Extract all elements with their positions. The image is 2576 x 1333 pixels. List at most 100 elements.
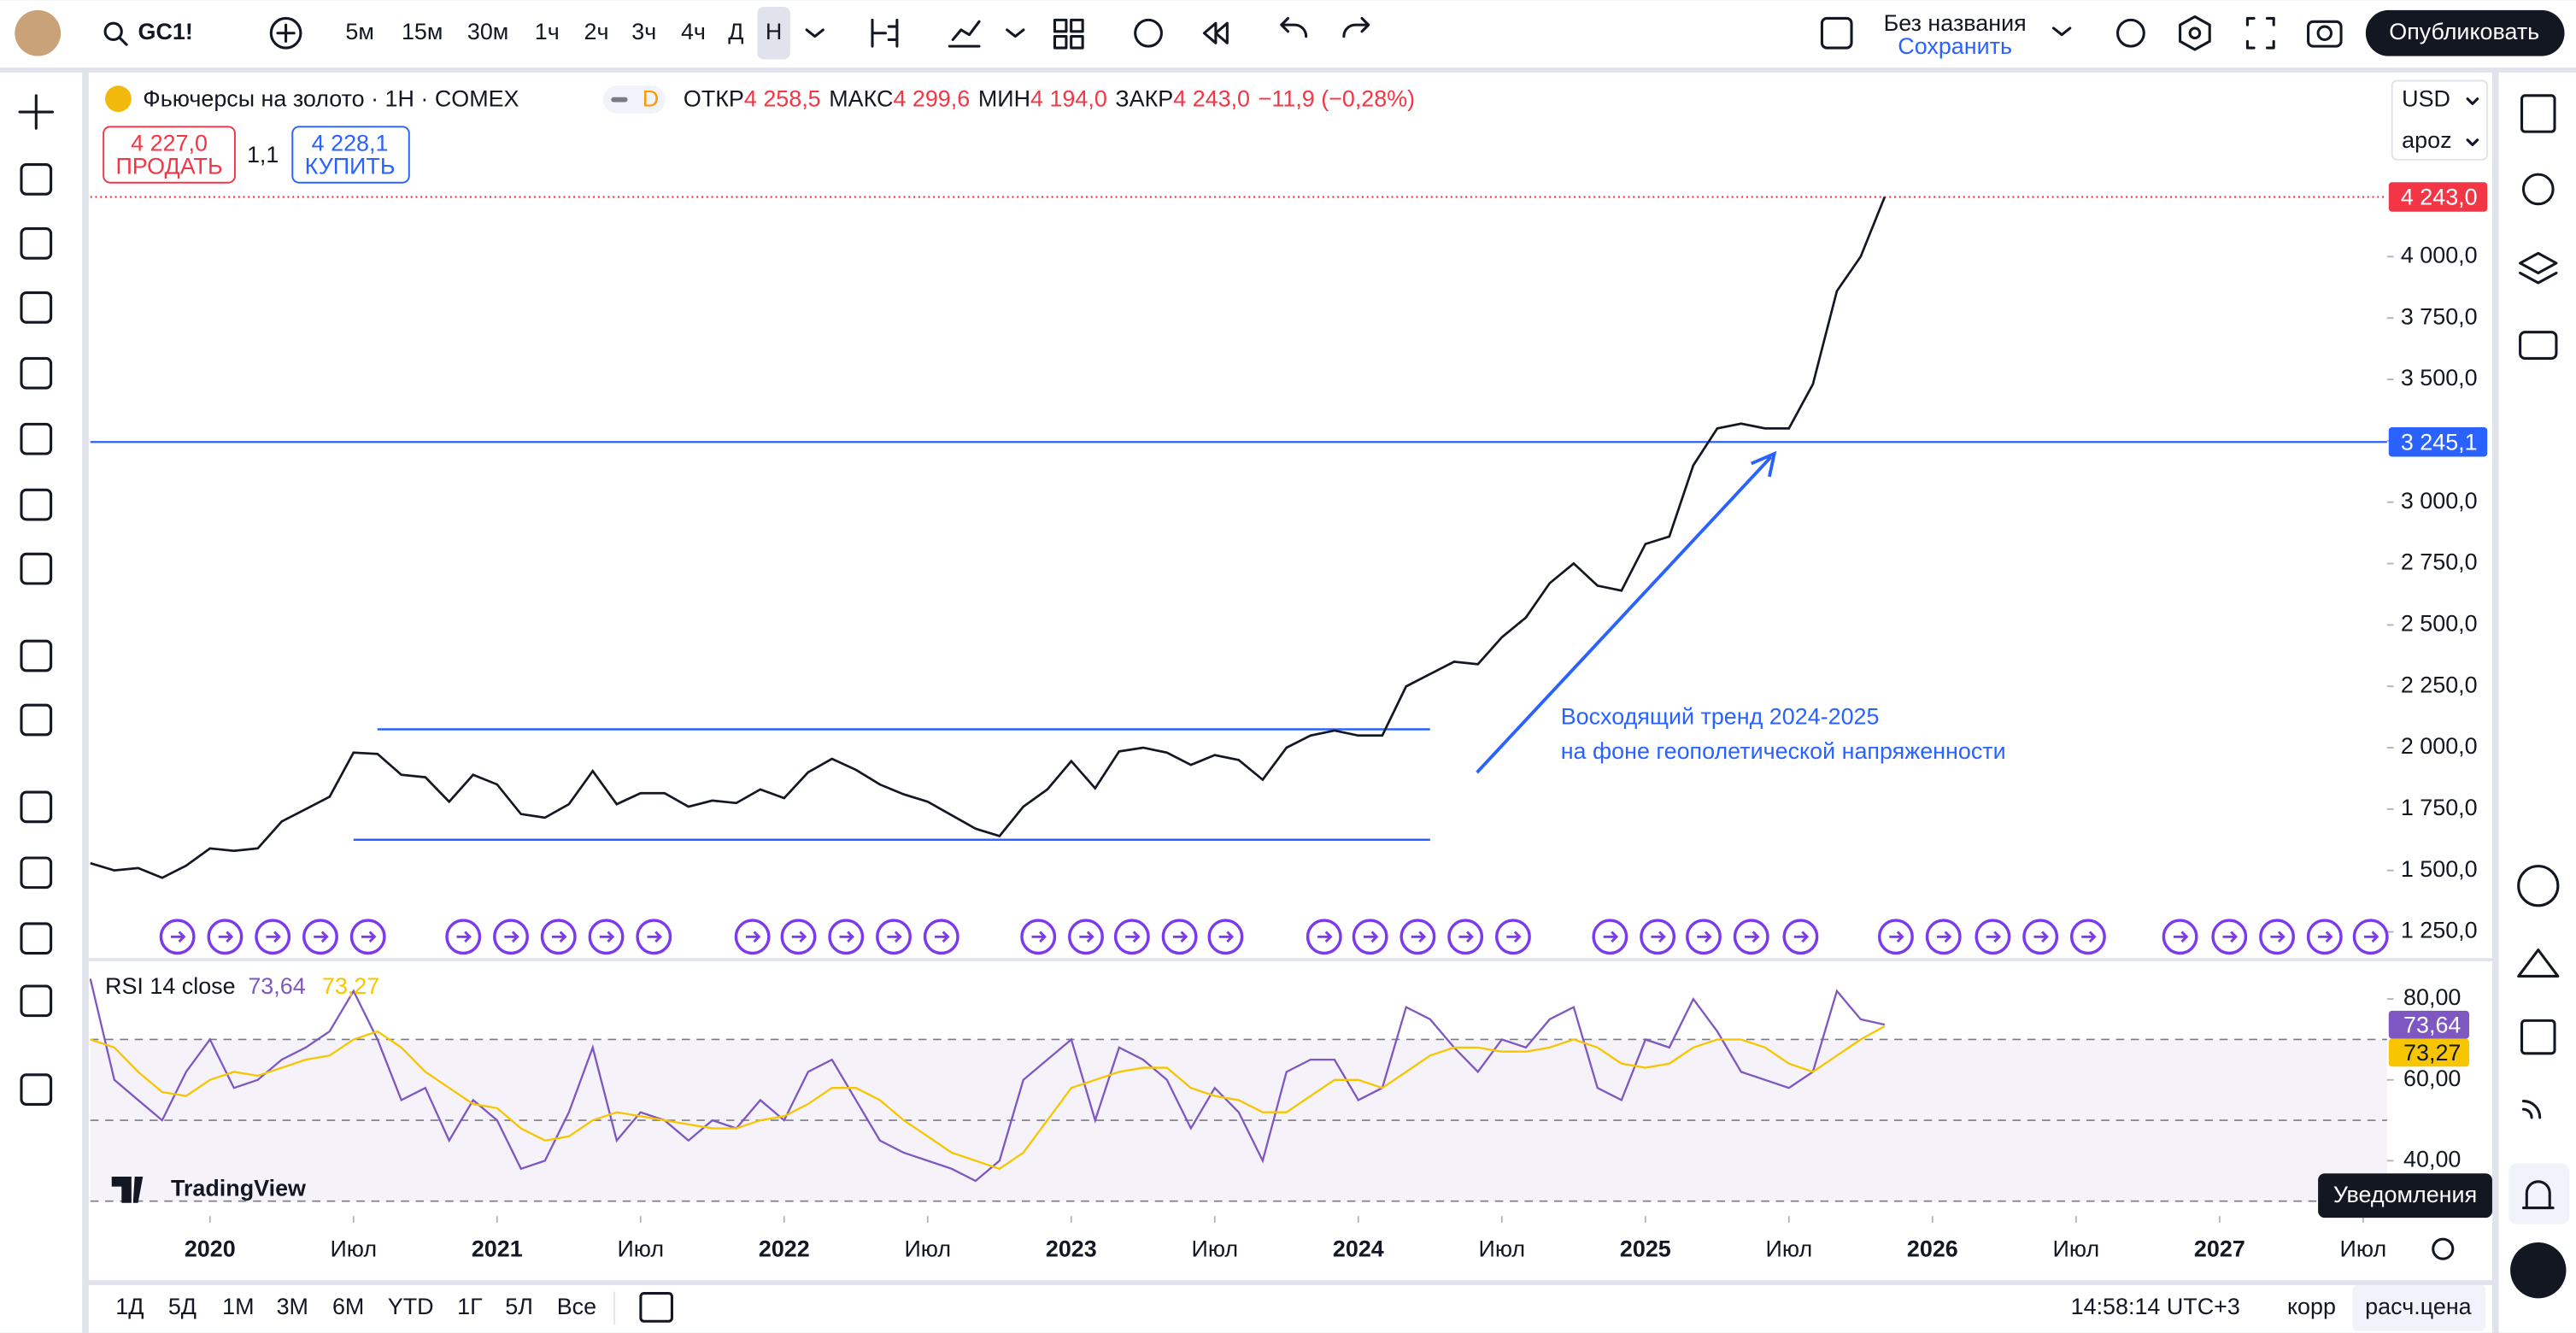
price-line xyxy=(90,196,1887,879)
drawing-tool[interactable] xyxy=(20,552,53,585)
drawing-tool[interactable] xyxy=(20,922,53,955)
crosshair-tool[interactable] xyxy=(18,94,55,130)
interval-menu[interactable] xyxy=(805,28,824,38)
event-icon-arrow xyxy=(2363,931,2379,943)
layout-name[interactable]: Без названия xyxy=(1884,10,2027,36)
goto-date[interactable] xyxy=(639,1292,673,1323)
event-icon-arrow xyxy=(1218,931,1235,943)
ideas-icon[interactable] xyxy=(2517,865,2560,907)
badge-dash xyxy=(611,97,628,103)
sell-label[interactable]: ПРОДАТЬ xyxy=(115,154,222,179)
drawing-tool[interactable] xyxy=(20,639,53,672)
drawing-tool[interactable] xyxy=(20,488,53,521)
interval[interactable]: 5м xyxy=(345,19,373,44)
products-button[interactable] xyxy=(2510,1242,2567,1299)
price-tag-label: 4 243,0 xyxy=(2401,185,2478,210)
tooltip-bg xyxy=(2318,1173,2492,1218)
publish-label[interactable]: Опубликовать xyxy=(2389,19,2539,44)
logo[interactable]: TradingView xyxy=(171,1176,306,1201)
drawing-tool[interactable] xyxy=(20,291,53,324)
currency[interactable]: USD xyxy=(2402,86,2450,112)
legend-title[interactable]: Фьючерсы на золото · 1Н · COMEX xyxy=(143,86,519,112)
alerts-icon[interactable] xyxy=(2521,173,2555,206)
interval[interactable]: 3ч xyxy=(631,19,656,44)
drawing-tool[interactable] xyxy=(20,227,53,260)
x-tick-label: 2022 xyxy=(759,1236,810,1262)
interval[interactable]: Н xyxy=(766,19,782,44)
drawing-tool[interactable] xyxy=(20,856,53,890)
y-tick-label: 1 500,0 xyxy=(2401,856,2478,882)
y-tick-label: 2 250,0 xyxy=(2401,672,2478,697)
drawing-tool[interactable] xyxy=(20,1073,53,1106)
currency-menu[interactable] xyxy=(2466,97,2479,105)
scale-mode[interactable]: apoz xyxy=(2402,127,2451,153)
fullscreen-icon[interactable] xyxy=(2245,16,2275,50)
calendar-icon[interactable] xyxy=(2520,1019,2556,1055)
interval[interactable]: 30м xyxy=(467,19,508,44)
drawing-tool[interactable] xyxy=(20,703,53,737)
drawing-tool[interactable] xyxy=(20,356,53,390)
drawing-tool[interactable] xyxy=(20,163,53,196)
drawing-tool[interactable] xyxy=(20,422,53,455)
drawing-tool[interactable] xyxy=(20,790,53,824)
chat-icon[interactable] xyxy=(2519,331,2558,361)
stream-icon[interactable] xyxy=(2517,948,2560,978)
avatar[interactable] xyxy=(15,9,62,56)
indicators-menu[interactable] xyxy=(1006,28,1025,38)
settings-icon[interactable] xyxy=(2179,15,2211,51)
save-label[interactable]: Сохранить xyxy=(1898,33,2012,59)
settlement[interactable]: расч.цена xyxy=(2365,1294,2472,1319)
range-button[interactable]: 1Г xyxy=(457,1294,483,1319)
alert-icon[interactable] xyxy=(1134,18,1163,48)
range-button[interactable]: 3М xyxy=(277,1294,308,1319)
search-icon[interactable] xyxy=(103,21,123,41)
watchlist-icon[interactable] xyxy=(2520,94,2556,133)
range-button[interactable]: 5Д xyxy=(168,1294,197,1319)
adjustment[interactable]: корр xyxy=(2287,1294,2336,1319)
annotation[interactable]: на фоне геополетической напряженности xyxy=(1561,738,2006,764)
sell-price[interactable]: 4 227,0 xyxy=(131,131,208,156)
range-button[interactable]: Все xyxy=(557,1294,596,1319)
sell-button[interactable] xyxy=(103,126,236,184)
buy-price[interactable]: 4 228,1 xyxy=(312,131,389,156)
layout-icon[interactable] xyxy=(1053,18,1068,33)
notifications-icon[interactable] xyxy=(2521,1180,2555,1210)
interval[interactable]: Д xyxy=(728,19,743,44)
axis-settings[interactable] xyxy=(2432,1237,2455,1260)
annotation[interactable]: Восходящий тренд 2024-2025 xyxy=(1561,704,1880,730)
rsi-title[interactable]: RSI 14 close xyxy=(105,973,236,999)
interval[interactable]: 1ч xyxy=(535,19,560,44)
ohlc-label: ЗАКР xyxy=(1115,86,1173,112)
layout-menu[interactable] xyxy=(2052,26,2072,37)
range-button[interactable]: 1Д xyxy=(115,1294,144,1319)
clock[interactable]: 14:58:14 UTC+3 xyxy=(2071,1294,2240,1319)
drawing-tool[interactable] xyxy=(20,984,53,1018)
range-button[interactable]: 1М xyxy=(222,1294,254,1319)
event-icon-arrow xyxy=(2081,931,2097,943)
interval[interactable]: 2ч xyxy=(584,19,608,44)
quick-search-icon[interactable] xyxy=(2115,18,2145,48)
layout-checkbox[interactable] xyxy=(1820,16,1853,50)
range-button[interactable]: YTD xyxy=(388,1294,434,1319)
replay-icon[interactable] xyxy=(1202,21,1229,44)
chart-type-icon[interactable] xyxy=(871,18,899,48)
redo-icon[interactable] xyxy=(1342,16,1370,38)
interval[interactable]: 4ч xyxy=(681,19,706,44)
range-button[interactable]: 6М xyxy=(332,1294,364,1319)
range-button[interactable]: 5Л xyxy=(505,1294,533,1319)
screenshot-icon[interactable] xyxy=(2307,20,2343,48)
ohlc-value: 4 258,5 xyxy=(744,86,821,112)
scale-mode-menu[interactable] xyxy=(2466,138,2479,147)
publish-button[interactable] xyxy=(2365,9,2565,56)
symbol[interactable]: GC1! xyxy=(138,19,193,44)
layers-icon[interactable] xyxy=(2519,251,2558,285)
annotation-arrow[interactable] xyxy=(1476,455,1773,774)
event-icon-arrow xyxy=(791,931,807,943)
buy-label[interactable]: КУПИТЬ xyxy=(305,154,396,179)
news-icon[interactable] xyxy=(2521,1100,2542,1119)
indicators-icon[interactable] xyxy=(948,20,981,48)
add-symbol[interactable] xyxy=(269,16,302,50)
undo-icon[interactable] xyxy=(1280,16,1308,38)
interval[interactable]: 15м xyxy=(402,19,443,44)
buy-button[interactable] xyxy=(291,126,410,184)
